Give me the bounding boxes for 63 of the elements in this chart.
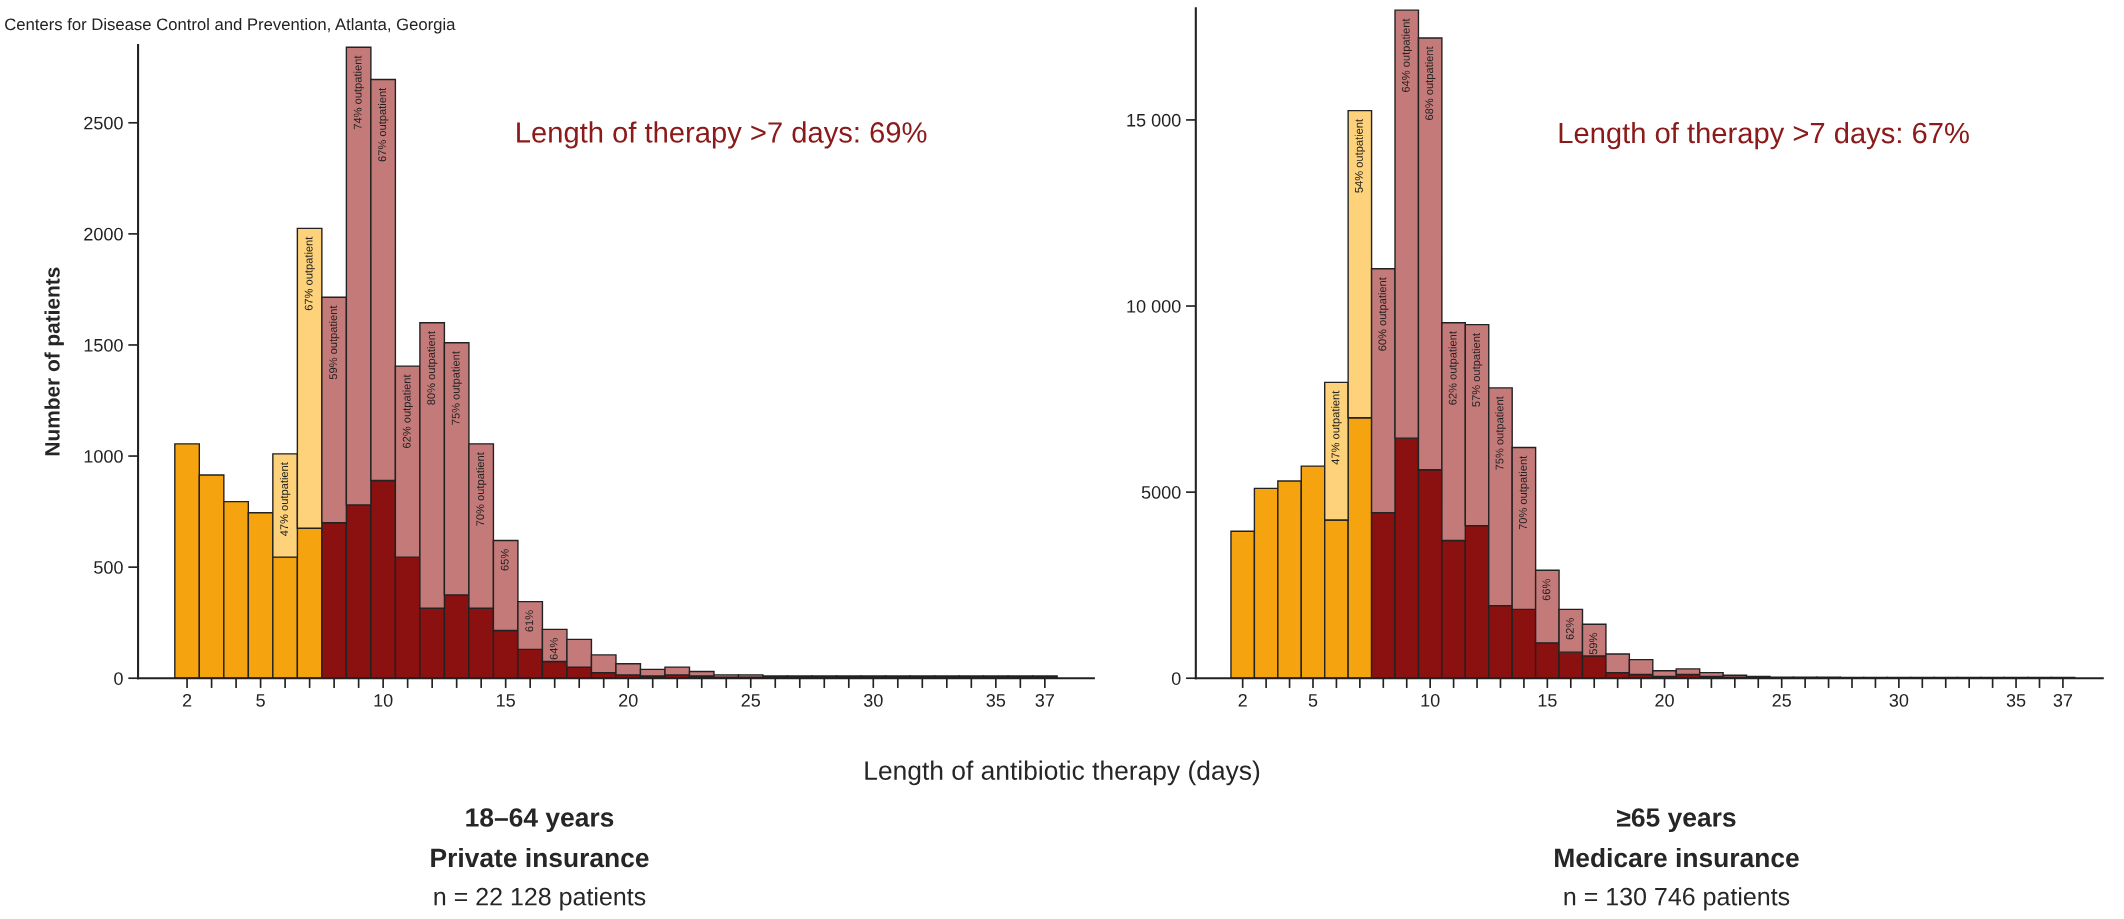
x-tick-label: 35 <box>2006 693 2026 707</box>
annotation: 70% outpatient <box>475 452 487 526</box>
x-tick-label: 15 <box>497 694 515 707</box>
annotation: 65% <box>500 549 509 571</box>
x-tick-label: 30 <box>863 693 883 707</box>
y-tick-label: 2000 <box>84 227 123 241</box>
annotation: 47% outpatient <box>279 462 291 537</box>
annotation: 59% outpatient <box>328 305 340 380</box>
annotation: 80% outpatient <box>426 331 438 405</box>
y-tick-label: 15 000 <box>1127 113 1181 127</box>
y-tick-label: 0 <box>114 672 123 685</box>
annotation: 59% <box>1589 632 1598 655</box>
x-tick-label: 5 <box>1308 694 1318 707</box>
annotation: 66% <box>1542 579 1551 601</box>
x-axis-title: Length of antibiotic therapy (days) <box>865 760 1260 786</box>
x-tick-label: 15 <box>1538 694 1557 707</box>
annotation: 75% outpatient <box>1495 396 1506 470</box>
text: Centers for Disease Control and Prevention, Atlanta, Georgia <box>5 17 456 34</box>
annotation: 75% outpatient <box>451 351 462 425</box>
text: n = 130 746 patients <box>1564 887 1790 911</box>
y-tick-label: 5000 <box>1141 486 1181 499</box>
x-tick-label: 10 <box>374 693 393 707</box>
y-tick-label: 0 <box>1171 672 1181 685</box>
x-tick-label: 25 <box>741 693 761 707</box>
annotation: 61% <box>525 610 534 632</box>
text: Medicare insurance <box>1555 847 1799 868</box>
x-tick-label: 20 <box>1655 693 1674 707</box>
x-tick-label: 37 <box>1035 693 1054 707</box>
annotation: Length of therapy >7 days: 67% <box>1559 121 1969 150</box>
y-axis-title: Number of patients <box>44 267 64 456</box>
y-tick-label: 1000 <box>84 449 123 463</box>
x-tick-label: 10 <box>1421 693 1440 707</box>
y-tick-label: 500 <box>94 561 123 574</box>
annotation: 64% outpatient <box>1401 18 1412 93</box>
x-tick-label: 37 <box>2053 693 2073 707</box>
text: ≥65 years <box>1617 808 1736 833</box>
x-tick-label: 30 <box>1889 693 1909 707</box>
annotation: 70% outpatient <box>1518 455 1530 530</box>
x-tick-label: 2 <box>182 693 192 707</box>
y-tick-label: 10 000 <box>1127 299 1181 313</box>
annotation: 54% outpatient <box>1354 119 1366 193</box>
annotation: 68% outpatient <box>1424 46 1436 120</box>
annotation: Length of therapy >7 days: 69% <box>517 121 927 149</box>
annotation: 47% outpatient <box>1331 390 1342 465</box>
y-tick-label: 1500 <box>84 338 123 352</box>
annotation: 62% outpatient <box>402 374 413 448</box>
x-tick-label: 2 <box>1238 693 1247 707</box>
annotation: 67% outpatient <box>377 87 389 162</box>
annotation: 62% outpatient <box>1448 331 1459 405</box>
annotation: 64% <box>549 638 558 660</box>
annotation: 67% outpatient <box>304 236 315 311</box>
x-tick-label: 20 <box>619 693 638 707</box>
x-tick-label: 35 <box>986 693 1006 707</box>
text: n = 22 128 patients <box>434 887 646 911</box>
annotation: 74% outpatient <box>353 55 364 130</box>
x-tick-label: 5 <box>256 694 265 707</box>
x-tick-label: 25 <box>1772 693 1791 707</box>
y-tick-label: 2500 <box>84 116 123 130</box>
annotation: 62% <box>1565 618 1574 640</box>
text: 18–64 years <box>466 808 614 833</box>
text: Private insurance <box>431 847 649 868</box>
annotation: 57% outpatient <box>1471 333 1483 407</box>
annotation: 60% outpatient <box>1378 277 1389 351</box>
